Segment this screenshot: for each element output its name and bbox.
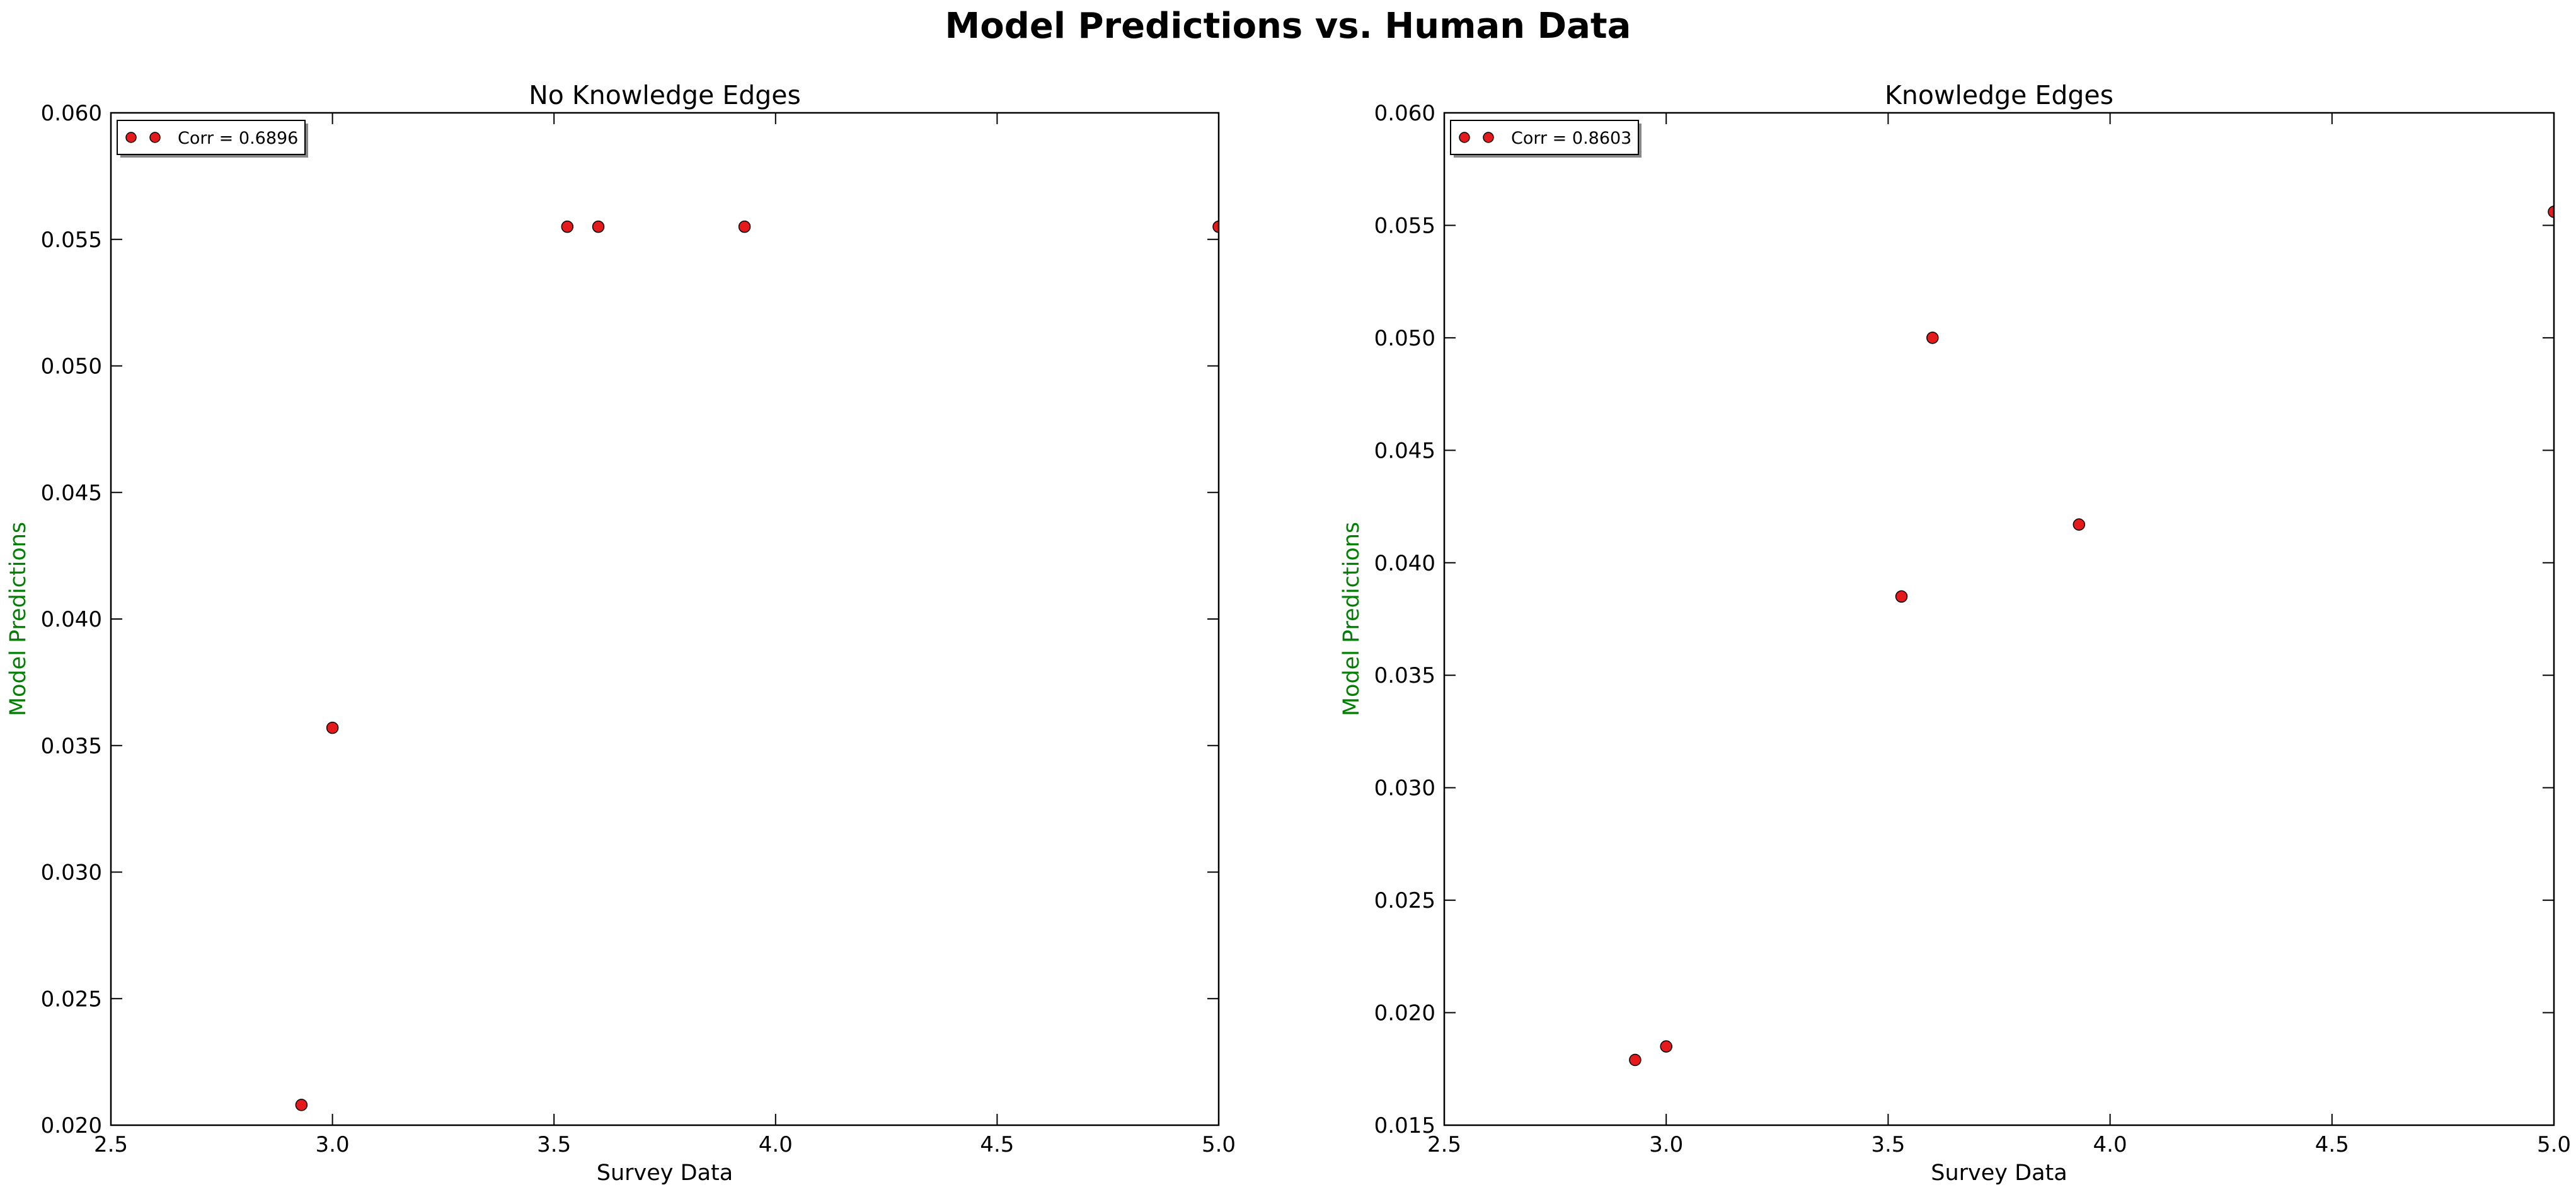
panel-1-xlabel: Survey Data	[597, 1160, 733, 1186]
panel-2-frame	[1443, 112, 2555, 1126]
panel-1-frame	[110, 112, 1220, 1126]
panel-1-xtick-label: 4.5	[980, 1132, 1014, 1157]
panel-1-ytick-label: 0.045	[41, 480, 102, 506]
panel-1-data-point	[326, 721, 339, 734]
panel-2-xtick-label: 3.5	[1871, 1132, 1905, 1157]
panel-1-legend-box	[117, 120, 306, 155]
panel-1: No Knowledge Edges 2.5 3.0 3.5 4.0 4.5 5.0 0.02…	[6, 80, 1236, 1186]
panel-2-xlabel: Survey Data	[1931, 1160, 2067, 1186]
panel-2-ytick-label: 0.020	[1374, 1001, 1435, 1026]
panel-1-xtick-label: 3.5	[537, 1132, 571, 1157]
panels: No Knowledge Edges 2.5 3.0 3.5 4.0 4.5 5.0 0.02…	[6, 80, 2571, 1186]
panel-2-data-point	[1629, 1053, 1642, 1067]
panel-1-data-point	[561, 220, 574, 233]
panel-2-ytick-label: 0.040	[1374, 551, 1435, 576]
panel-1-legend-label: Corr = 0.6896	[178, 129, 298, 148]
panel-2-ytick-label: 0.015	[1374, 1113, 1435, 1138]
panel-1-legend: Corr = 0.6896	[117, 120, 308, 158]
panel-1-xtick-label: 4.0	[759, 1132, 793, 1157]
panel-2-data-point	[2548, 205, 2554, 218]
panel-2-xtick-label: 2.5	[1427, 1132, 1461, 1157]
panel-1-ytick-label: 0.055	[41, 228, 102, 253]
panel-1-data-point	[1212, 220, 1219, 233]
panel-1-ytick-label: 0.050	[41, 354, 102, 379]
panel-2-xtick-label: 3.0	[1649, 1132, 1683, 1157]
figure-suptitle: Model Predictions vs. Human Data	[945, 6, 1631, 47]
panel-2-legend-marker	[1459, 132, 1470, 143]
panel-1-ylabel: Model Predictions	[6, 522, 31, 716]
panel-1-data-point	[295, 1099, 308, 1111]
panel-2-data-point	[1926, 332, 1939, 344]
panel-1-ytick-label: 0.035	[41, 734, 102, 759]
panel-1-ytick-label: 0.020	[41, 1113, 102, 1138]
panel-2: Knowledge Edges 2.5 3.0 3.5 4.0 4.5 5.0 0.015 0.…	[1339, 80, 2571, 1186]
panel-2-data-point	[2073, 518, 2086, 531]
panel-2-ytick-label: 0.035	[1374, 663, 1435, 688]
panel-2-ytick-label: 0.045	[1374, 438, 1435, 463]
panel-1-xtick-label: 5.0	[1202, 1132, 1236, 1157]
panel-2-points	[1629, 205, 2554, 1067]
panel-2-legend-label: Corr = 0.8603	[1511, 129, 1631, 148]
panel-2-xtick-label: 4.0	[2093, 1132, 2127, 1157]
panel-1-ytick-label: 0.040	[41, 607, 102, 632]
panel-2-ytick-label: 0.055	[1374, 213, 1435, 238]
panel-2-xtick-label: 5.0	[2537, 1132, 2571, 1157]
panel-1-xtick-label: 2.5	[94, 1132, 128, 1157]
panel-1-xtick-label: 3.0	[316, 1132, 350, 1157]
panel-2-ylabel: Model Predictions	[1339, 522, 1364, 716]
panel-2-ytick-label: 0.030	[1374, 776, 1435, 801]
panel-2-legend-marker	[1483, 132, 1494, 143]
panel-2-legend: Corr = 0.8603	[1450, 120, 1642, 158]
panel-2-data-point	[1660, 1040, 1672, 1053]
panel-2-xtick-label: 4.5	[2315, 1132, 2349, 1157]
panel-1-points	[295, 220, 1219, 1111]
panel-2-ytick-label: 0.025	[1374, 888, 1435, 913]
panel-2-legend-box	[1450, 120, 1639, 155]
panel-1-ytick-label: 0.060	[41, 101, 102, 126]
panel-1-data-point	[592, 220, 605, 233]
panel-1-data-point	[738, 220, 751, 233]
panel-1-legend-marker	[149, 132, 161, 143]
panel-1-ytick-label: 0.025	[41, 987, 102, 1012]
panel-1-ytick-label: 0.030	[41, 860, 102, 886]
panel-1-title: No Knowledge Edges	[529, 80, 801, 110]
panel-2-ytick-label: 0.050	[1374, 326, 1435, 351]
panel-2-ytick-label: 0.060	[1374, 101, 1435, 126]
panel-2-title: Knowledge Edges	[1885, 80, 2113, 110]
panel-1-legend-marker	[125, 132, 137, 143]
panel-2-data-point	[1895, 590, 1908, 603]
